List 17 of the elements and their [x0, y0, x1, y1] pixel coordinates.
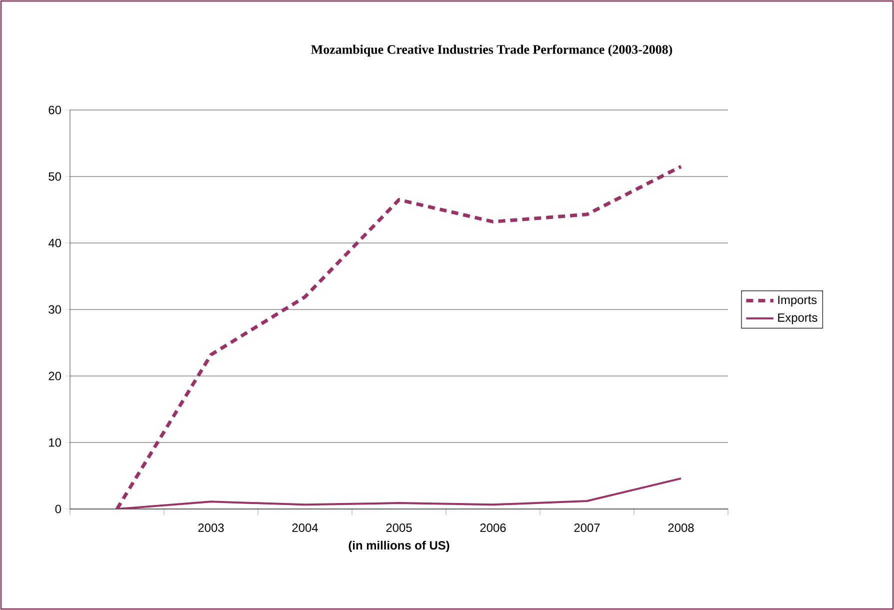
x-tick-label: 2006 — [480, 524, 506, 532]
x-tick-label: 2003 — [198, 524, 224, 532]
x-tick-label: 2007 — [574, 524, 600, 532]
y-tick-label: 20 — [48, 372, 62, 380]
chart-title: Mozambique Creative Industries Trade Performance (2003-2008) — [311, 44, 672, 56]
x-axis-title: (in millions of US) — [348, 540, 450, 552]
y-tick-label: 60 — [48, 106, 62, 114]
x-tick-label: 2004 — [292, 524, 318, 532]
legend-label: Imports — [778, 296, 817, 306]
legend-label: Exports — [778, 314, 818, 324]
y-tick-label: 30 — [48, 305, 62, 314]
y-tick-label: 0 — [55, 504, 62, 514]
x-tick-label: 2005 — [386, 524, 412, 532]
y-tick-label: 40 — [48, 238, 62, 248]
y-tick-label: 10 — [49, 438, 62, 447]
x-tick-label: 2008 — [668, 524, 694, 532]
y-tick-label: 50 — [48, 172, 62, 181]
